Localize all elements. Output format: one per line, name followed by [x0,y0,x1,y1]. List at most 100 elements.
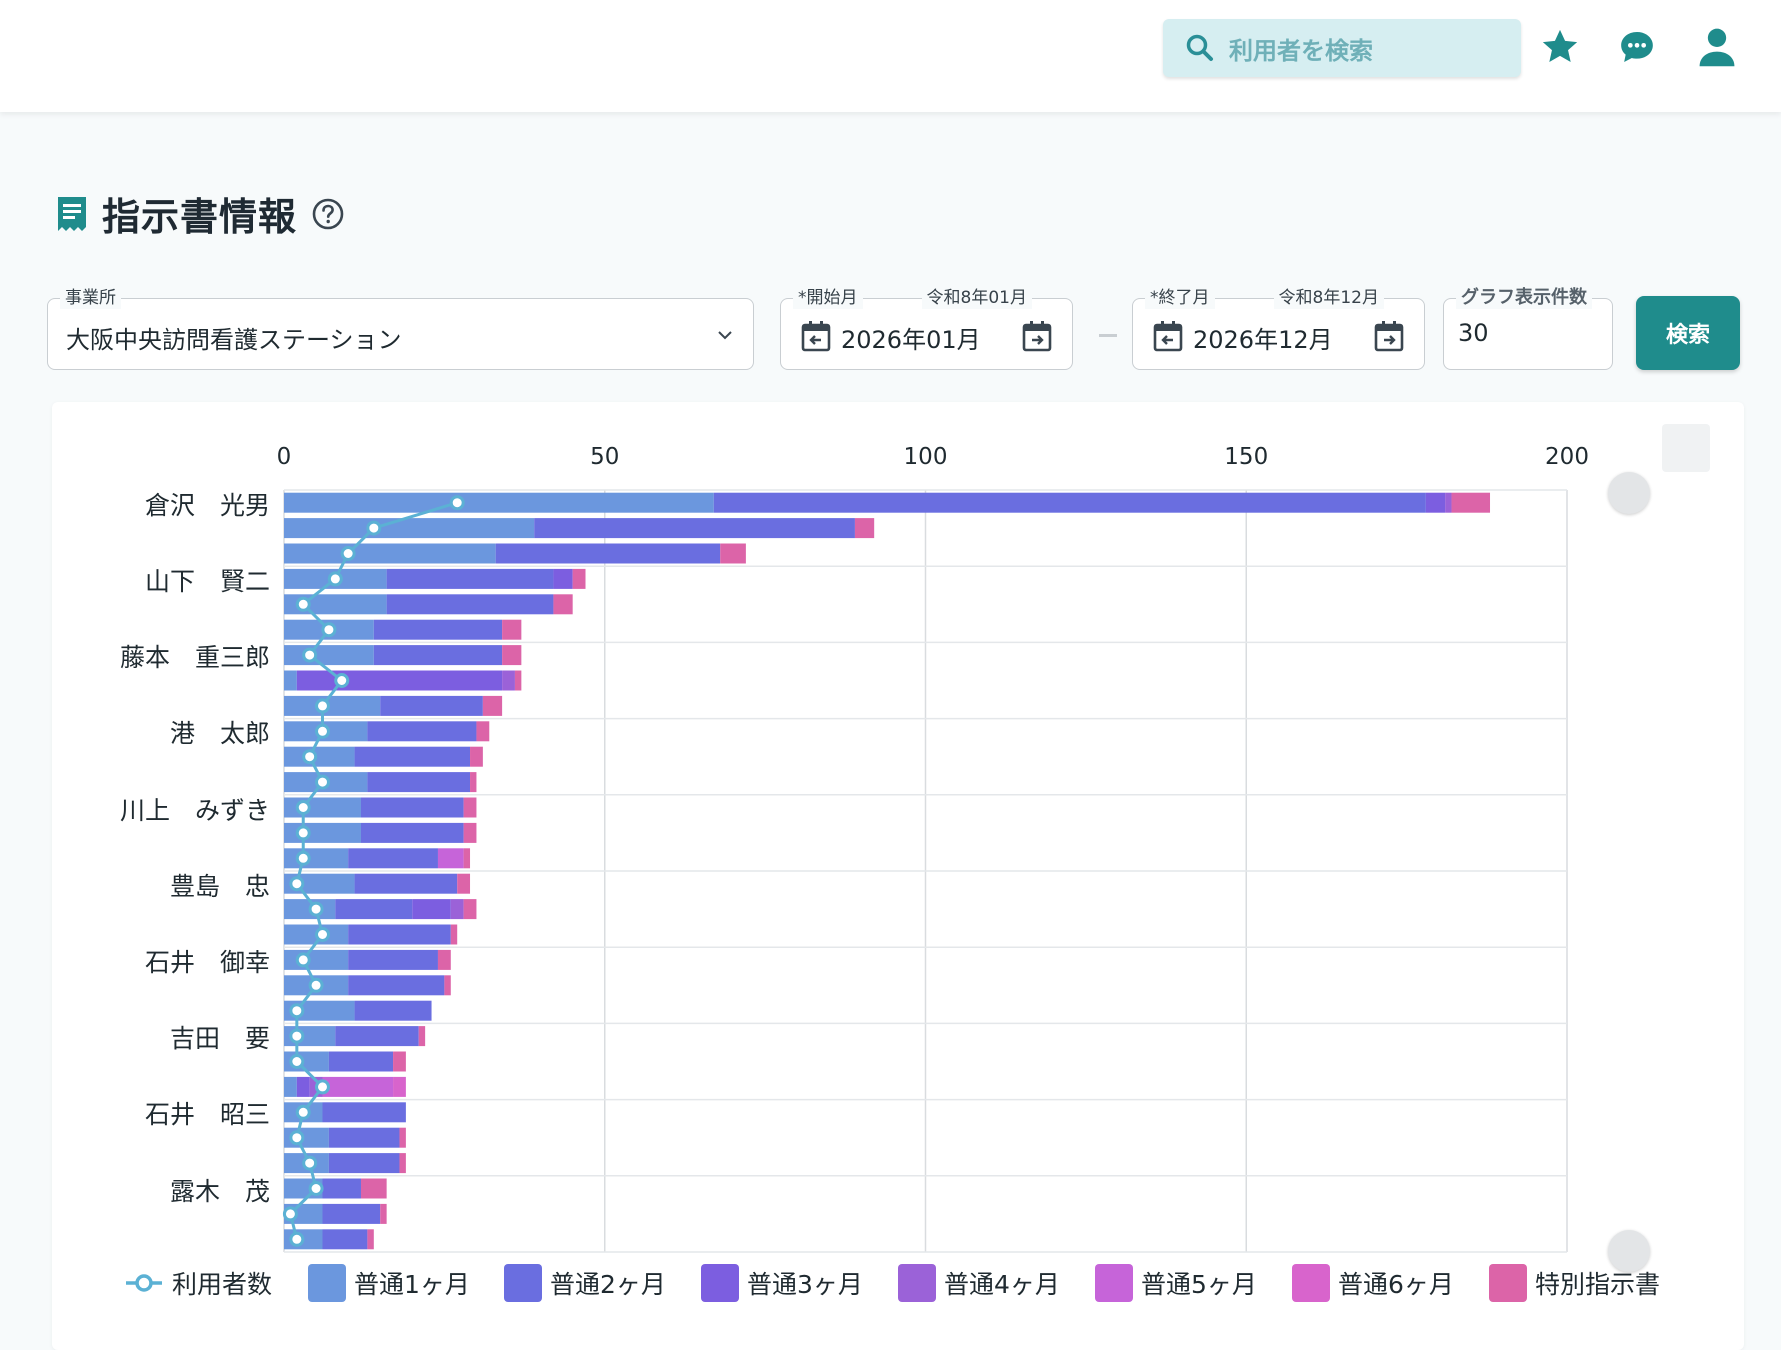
user-count-point[interactable] [295,800,311,815]
bar-segment[interactable] [354,873,458,894]
bar-segment[interactable] [296,670,503,691]
legend-item[interactable]: 利用者数 [124,1262,272,1304]
user-count-point[interactable] [295,596,311,612]
bar-segment[interactable] [393,1051,406,1072]
end-month-field[interactable]: *終了月 令和8年12月 2026年12月 [1132,287,1425,370]
user-count-point[interactable] [327,571,343,587]
bar-segment[interactable] [284,1076,297,1097]
legend-item[interactable]: 特別指示書 [1489,1262,1660,1304]
bar-segment[interactable] [360,797,464,818]
messages-button[interactable] [1614,24,1660,70]
user-count-point[interactable] [449,495,465,511]
bar-segment[interactable] [502,645,522,666]
bar-segment[interactable] [572,568,586,589]
user-count-point[interactable] [295,952,311,968]
start-month-field[interactable]: *開始月 令和8年01月 2026年01月 [780,287,1073,370]
bar-segment[interactable] [348,975,445,996]
prev-month-calendar-icon[interactable] [1153,320,1183,352]
bar-segment[interactable] [502,619,522,640]
bar-segment[interactable] [1451,492,1491,513]
user-count-point[interactable] [366,520,382,536]
bar-segment[interactable] [399,1127,406,1148]
bar-segment[interactable] [322,1229,368,1250]
user-count-point[interactable] [295,825,311,841]
bar-segment[interactable] [367,1229,374,1250]
bar-segment[interactable] [450,899,464,920]
bar-segment[interactable] [463,797,477,818]
bar-segment[interactable] [437,949,451,970]
user-count-point[interactable] [289,1231,305,1247]
bar-segment[interactable] [354,1000,432,1021]
user-count-point[interactable] [302,1155,318,1171]
user-count-point[interactable] [334,673,350,688]
help-icon[interactable] [311,197,345,231]
bar-segment[interactable] [553,594,573,615]
user-count-point[interactable] [289,1028,305,1044]
bar-segment[interactable] [380,695,483,716]
bar-segment[interactable] [322,1178,361,1199]
legend-item[interactable]: 普通2ヶ月 [504,1262,666,1304]
office-select[interactable]: 事業所 大阪中央訪問看護ステーション [47,287,754,370]
legend-item[interactable]: 普通1ヶ月 [308,1262,470,1304]
legend-item[interactable]: 普通6ヶ月 [1292,1262,1454,1304]
chart-toolbox-button[interactable] [1662,424,1710,472]
bar-segment[interactable] [495,543,721,564]
legend-item[interactable]: 普通4ヶ月 [898,1262,1060,1304]
user-count-point[interactable] [289,1054,305,1069]
bar-segment[interactable] [463,822,477,843]
user-count-point[interactable] [308,977,324,993]
bar-segment[interactable] [284,518,535,539]
bar-segment[interactable] [284,746,355,767]
bar-segment[interactable] [367,721,477,742]
bar-segment[interactable] [514,670,522,691]
bar-segment[interactable] [457,873,471,894]
bar-segment[interactable] [284,492,714,513]
bar-segment[interactable] [322,1102,406,1123]
bar-segment[interactable] [335,1026,419,1047]
bar-segment[interactable] [412,899,451,920]
bar-segment[interactable] [335,899,413,920]
bar-segment[interactable] [296,1076,310,1097]
bar-segment[interactable] [328,1051,394,1072]
bar-segment[interactable] [284,797,361,818]
user-count-point[interactable] [289,1003,305,1019]
bar-segment[interactable] [463,899,477,920]
bar-segment[interactable] [367,772,471,793]
bar-segment[interactable] [553,568,573,589]
bar-segment[interactable] [470,772,477,793]
bar-segment[interactable] [373,619,503,640]
bar-segment[interactable] [354,746,471,767]
bar-segment[interactable] [854,518,875,539]
bar-segment[interactable] [360,822,464,843]
bar-segment[interactable] [284,695,381,716]
bar-segment[interactable] [386,594,554,615]
favorites-button[interactable] [1537,24,1583,70]
user-count-point[interactable] [314,723,330,739]
bar-segment[interactable] [284,822,361,843]
bar-segment[interactable] [386,568,554,589]
scroll-handle-top[interactable] [1608,472,1650,514]
user-count-point[interactable] [314,927,330,942]
bar-segment[interactable] [328,1153,400,1174]
bar-segment[interactable] [1425,492,1446,513]
bar-segment[interactable] [348,949,438,970]
bar-segment[interactable] [450,924,458,945]
user-count-point[interactable] [308,901,324,917]
user-count-point[interactable] [295,850,311,866]
user-count-point[interactable] [289,1130,305,1146]
account-button[interactable] [1694,24,1740,70]
search-button[interactable]: 検索 [1636,296,1740,370]
user-count-point[interactable] [340,546,356,561]
bar-segment[interactable] [284,645,374,666]
user-count-point[interactable] [314,774,330,790]
bar-segment[interactable] [502,670,515,691]
bar-segment[interactable] [437,848,464,869]
bar-segment[interactable] [348,924,451,945]
bar-segment[interactable] [444,975,451,996]
bar-segment[interactable] [348,848,438,869]
bar-segment[interactable] [534,518,855,539]
bar-segment[interactable] [720,543,746,564]
prev-month-calendar-icon[interactable] [801,320,831,352]
bar-segment[interactable] [328,1127,400,1148]
user-count-point[interactable] [302,749,318,765]
